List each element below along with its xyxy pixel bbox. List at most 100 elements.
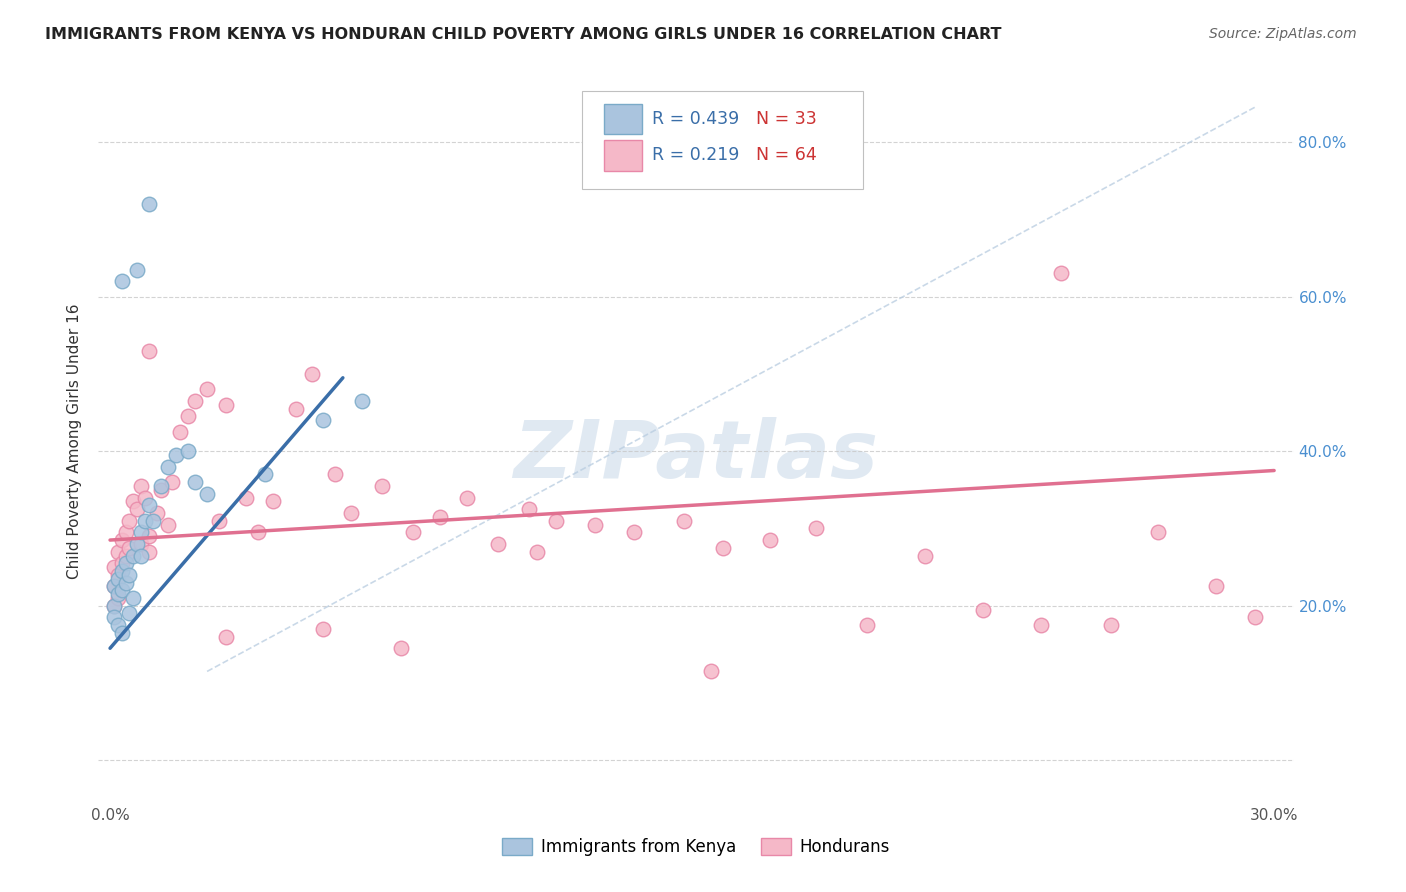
Point	[138, 197, 160, 211]
Point	[806, 521, 828, 535]
Point	[312, 413, 335, 427]
Point	[583, 517, 606, 532]
Point	[195, 486, 218, 500]
Point	[429, 509, 451, 524]
Point	[758, 533, 780, 547]
Text: IMMIGRANTS FROM KENYA VS HONDURAN CHILD POVERTY AMONG GIRLS UNDER 16 CORRELATION: IMMIGRANTS FROM KENYA VS HONDURAN CHILD …	[45, 27, 1001, 42]
Point	[138, 544, 160, 558]
Point	[118, 514, 141, 528]
Point	[972, 602, 994, 616]
Point	[246, 525, 269, 540]
Point	[138, 498, 160, 512]
Point	[134, 514, 156, 528]
Point	[118, 567, 141, 582]
Point	[114, 549, 136, 563]
Point	[1146, 525, 1168, 540]
Point	[486, 537, 509, 551]
Point	[149, 483, 172, 497]
Point	[1243, 610, 1265, 624]
Point	[103, 579, 125, 593]
Point	[138, 343, 160, 358]
Point	[111, 556, 134, 570]
Point	[517, 502, 540, 516]
Point	[111, 583, 134, 598]
Point	[160, 475, 183, 489]
Point	[103, 599, 125, 613]
Text: R = 0.219: R = 0.219	[652, 145, 740, 164]
Point	[107, 572, 129, 586]
Point	[149, 479, 172, 493]
Point	[111, 625, 134, 640]
Point	[176, 409, 198, 424]
Point	[285, 401, 308, 416]
Point	[145, 506, 167, 520]
Point	[129, 525, 152, 540]
Point	[111, 564, 134, 578]
Point	[103, 579, 125, 593]
Point	[1049, 267, 1071, 281]
Text: Source: ZipAtlas.com: Source: ZipAtlas.com	[1209, 27, 1357, 41]
Point	[370, 479, 392, 493]
Point	[339, 506, 361, 520]
Y-axis label: Child Poverty Among Girls Under 16: Child Poverty Among Girls Under 16	[67, 304, 83, 579]
Point	[1031, 618, 1053, 632]
Point	[114, 575, 136, 590]
Point	[623, 525, 645, 540]
Point	[127, 537, 149, 551]
Point	[215, 398, 238, 412]
Point	[111, 274, 134, 288]
Point	[208, 514, 231, 528]
Point	[215, 630, 238, 644]
Point	[262, 494, 284, 508]
Point	[129, 479, 152, 493]
Point	[103, 599, 125, 613]
Point	[1099, 618, 1122, 632]
Point	[301, 367, 323, 381]
Point	[129, 549, 152, 563]
FancyBboxPatch shape	[582, 91, 863, 189]
Point	[111, 533, 134, 547]
Point	[107, 567, 129, 582]
Point	[107, 618, 129, 632]
Point	[103, 560, 125, 574]
Point	[107, 587, 129, 601]
Point	[456, 491, 478, 505]
Point	[323, 467, 346, 482]
FancyBboxPatch shape	[605, 140, 643, 170]
Point	[312, 622, 335, 636]
Point	[855, 618, 877, 632]
Point	[127, 262, 149, 277]
Point	[914, 549, 936, 563]
Point	[103, 610, 125, 624]
Point	[138, 529, 160, 543]
Point	[165, 448, 187, 462]
Point	[546, 514, 568, 528]
Point	[352, 394, 374, 409]
Text: ZIPatlas: ZIPatlas	[513, 417, 879, 495]
Point	[118, 607, 141, 621]
Point	[122, 591, 145, 605]
Point	[176, 444, 198, 458]
Point	[142, 514, 165, 528]
Point	[127, 502, 149, 516]
Point	[122, 549, 145, 563]
Point	[711, 541, 734, 555]
Point	[157, 459, 180, 474]
Point	[1205, 579, 1227, 593]
Point	[169, 425, 191, 439]
Point	[114, 525, 136, 540]
Point	[389, 641, 412, 656]
Point	[114, 556, 136, 570]
Point	[700, 665, 723, 679]
Point	[402, 525, 425, 540]
Text: R = 0.439: R = 0.439	[652, 110, 740, 128]
FancyBboxPatch shape	[605, 104, 643, 135]
Point	[157, 517, 180, 532]
Point	[184, 394, 207, 409]
Text: N = 33: N = 33	[756, 110, 817, 128]
Point	[235, 491, 257, 505]
Point	[129, 537, 152, 551]
Text: N = 64: N = 64	[756, 145, 817, 164]
Point	[195, 383, 218, 397]
Point	[673, 514, 696, 528]
